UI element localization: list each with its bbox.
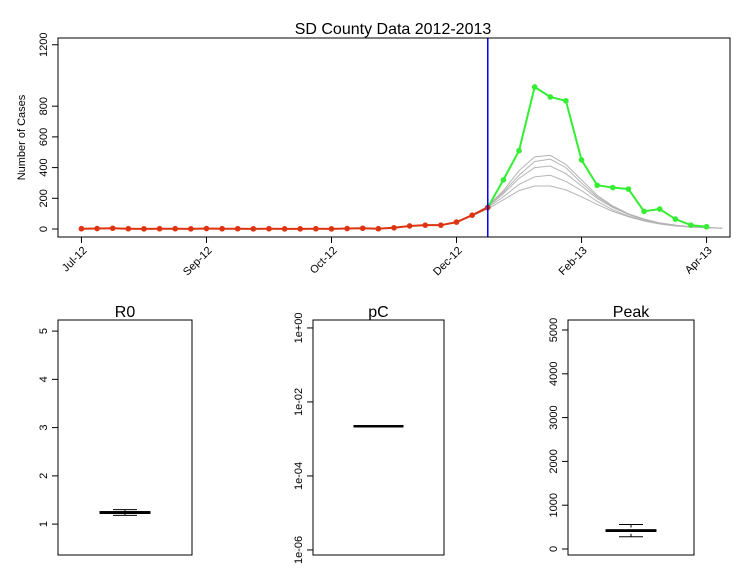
x-tick-label: Oct-12 (308, 245, 340, 277)
data-point (203, 225, 210, 232)
data-point (344, 225, 350, 232)
data-point (656, 206, 663, 212)
data-point (688, 222, 694, 228)
x-tick-label: Dec-12 (431, 245, 465, 279)
data-point (234, 225, 241, 232)
data-point (703, 223, 710, 230)
data-point (375, 225, 382, 232)
series-line (456, 158, 723, 229)
y-tick-label: 1200 (38, 33, 50, 57)
data-point (172, 225, 179, 232)
data-point (328, 226, 335, 232)
chart-title: pC (368, 304, 388, 321)
y-tick-label: 800 (38, 97, 50, 115)
data-point (391, 224, 397, 231)
y-tick-label: 5 (38, 328, 50, 334)
data-point (469, 212, 475, 218)
data-point (609, 184, 616, 191)
data-point (359, 225, 366, 232)
x-tick-label: Sep-12 (181, 245, 215, 279)
y-tick-label: 5000 (548, 318, 560, 342)
plot-frame (57, 37, 731, 238)
data-point (625, 186, 632, 192)
y-tick-label: 4000 (548, 362, 560, 386)
data-point (422, 222, 429, 228)
plot-frame (57, 319, 193, 556)
y-tick-label: 4 (38, 376, 50, 382)
data-point (141, 226, 147, 232)
y-tick-label: 2000 (548, 449, 560, 473)
y-tick-label: 0 (548, 546, 560, 552)
y-tick-label: 1e-02 (293, 388, 305, 416)
y-tick-label: 2 (38, 473, 50, 479)
x-tick-label: Apr-13 (683, 245, 715, 277)
y-tick-label: 200 (38, 189, 50, 207)
plot-frame (567, 319, 695, 556)
chart-title: R0 (115, 304, 136, 321)
series-line (456, 185, 723, 229)
data-point (188, 226, 194, 232)
data-point (672, 216, 679, 222)
y-tick-label: 1e+00 (293, 312, 305, 343)
data-point (156, 225, 163, 232)
data-point (281, 226, 288, 232)
data-point (453, 219, 460, 225)
y-tick-label: 3 (38, 425, 50, 431)
data-point (125, 225, 132, 232)
data-point (563, 98, 569, 104)
data-point (297, 226, 304, 232)
y-tick-label: 1 (38, 521, 50, 527)
y-tick-label: 1000 (548, 493, 560, 517)
data-point (531, 84, 538, 90)
data-point (438, 222, 444, 228)
y-tick-label: 1e-04 (293, 462, 305, 490)
y-tick-label: 3000 (548, 405, 560, 429)
data-point (516, 147, 522, 154)
y-tick-label: 1e-06 (293, 536, 305, 564)
chart-title: SD County Data 2012-2013 (295, 21, 492, 38)
data-point (250, 226, 257, 232)
y-tick-label: 600 (38, 128, 50, 146)
data-point (94, 225, 100, 232)
x-tick-label: Jul-12 (60, 245, 90, 275)
data-point (500, 177, 507, 183)
data-point (313, 225, 319, 232)
plot-frame (312, 319, 445, 556)
data-point (78, 225, 85, 232)
series-line (456, 174, 723, 229)
data-point (109, 225, 116, 232)
x-tick-label: Feb-13 (557, 245, 590, 278)
data-point (547, 94, 554, 100)
y-tick-label: 0 (38, 226, 50, 232)
data-point (578, 157, 585, 163)
y-tick-label: 400 (38, 158, 50, 176)
series-line (486, 85, 707, 228)
data-point (219, 225, 225, 232)
data-point (641, 208, 647, 215)
data-point (406, 223, 413, 229)
data-point (594, 182, 600, 189)
y-axis-label: Number of Cases (16, 94, 28, 180)
chart-title: Peak (613, 304, 650, 321)
data-point (266, 225, 272, 232)
